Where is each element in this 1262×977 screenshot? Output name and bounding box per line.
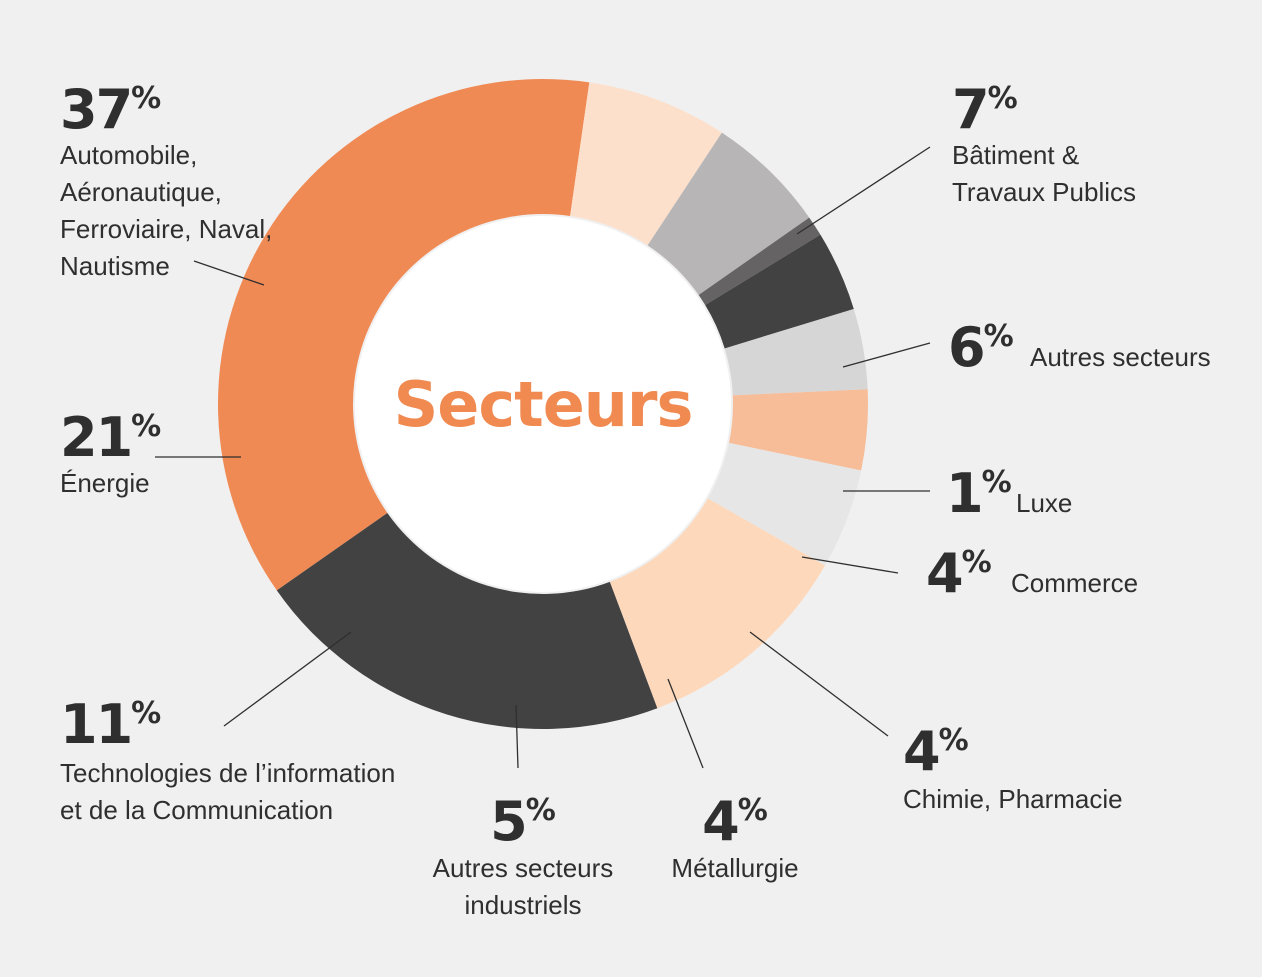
leader-line-4	[801, 556, 899, 574]
slice-category-label-8-line-0: Technologies de l’information	[60, 758, 395, 788]
donut-slice-5	[724, 308, 868, 396]
slice-category-label-1-line-1: Travaux Publics	[952, 177, 1136, 207]
slice-percent-label-2: 6%	[948, 316, 1014, 379]
donut-slice-6	[728, 389, 868, 471]
slice-category-label-0-line-1: Aéronautique,	[60, 177, 222, 207]
slice-category-label-7-line-0: Autres secteurs	[433, 853, 614, 883]
donut-slice-3	[698, 217, 821, 306]
slice-percent-label-4: 4%	[926, 542, 992, 605]
leader-line-6	[667, 678, 704, 769]
slice-category-label-1-line-0: Bâtiment &	[952, 140, 1079, 170]
slice-percent-label-1: 7%	[952, 78, 1018, 141]
slice-category-label-8-line-1: et de la Communication	[60, 795, 333, 825]
donut-slice-4	[705, 234, 854, 349]
slice-category-label-0-line-0: Automobile,	[60, 140, 197, 170]
slice-percent-label-9: 21%	[60, 406, 161, 469]
donut-slice-7	[707, 442, 862, 566]
slice-percent-label-8: 11%	[60, 693, 161, 756]
leader-line-7	[515, 704, 519, 769]
donut-slice-8	[609, 498, 826, 709]
slice-percent-label-3: 1%	[946, 462, 1012, 525]
slice-percent-label-0: 37%	[60, 78, 161, 141]
slice-category-label-6-line-0: Métallurgie	[671, 853, 798, 883]
slice-category-label-0-line-3: Nautisme	[60, 251, 170, 281]
slices-layer	[217, 78, 868, 729]
donut-slice-2	[647, 132, 810, 296]
slice-labels: 37%Automobile, Aéronautique, Ferroviaire, …	[60, 78, 1211, 920]
slice-category-label-4-line-0: Commerce	[1011, 568, 1138, 598]
chart-title: Secteurs	[394, 368, 693, 441]
leader-line-5	[749, 631, 889, 737]
slice-category-label-3-line-0: Luxe	[1016, 488, 1072, 518]
slice-percent-label-7: 5%	[490, 790, 556, 853]
slice-category-label-5-line-0: Chimie, Pharmacie	[903, 784, 1123, 814]
slice-percent-label-6: 4%	[702, 790, 768, 853]
slice-category-label-2-line-0: Autres secteurs	[1030, 342, 1211, 372]
leader-line-1	[796, 146, 931, 235]
leader-lines	[155, 146, 931, 769]
slice-percent-label-5: 4%	[903, 720, 969, 783]
donut-slice-9	[276, 512, 658, 729]
slice-category-label-0-line-2: Ferroviaire, Naval,	[60, 214, 272, 244]
leader-line-0	[193, 260, 265, 286]
donut-slice-1	[570, 82, 722, 246]
slice-category-label-7-line-1: industriels	[464, 890, 581, 920]
leader-line-8	[223, 631, 352, 727]
donut-slice-0	[217, 78, 590, 591]
donut-hole	[355, 216, 731, 592]
slice-category-label-9-line-0: Énergie	[60, 468, 150, 498]
leader-line-2	[842, 342, 931, 368]
